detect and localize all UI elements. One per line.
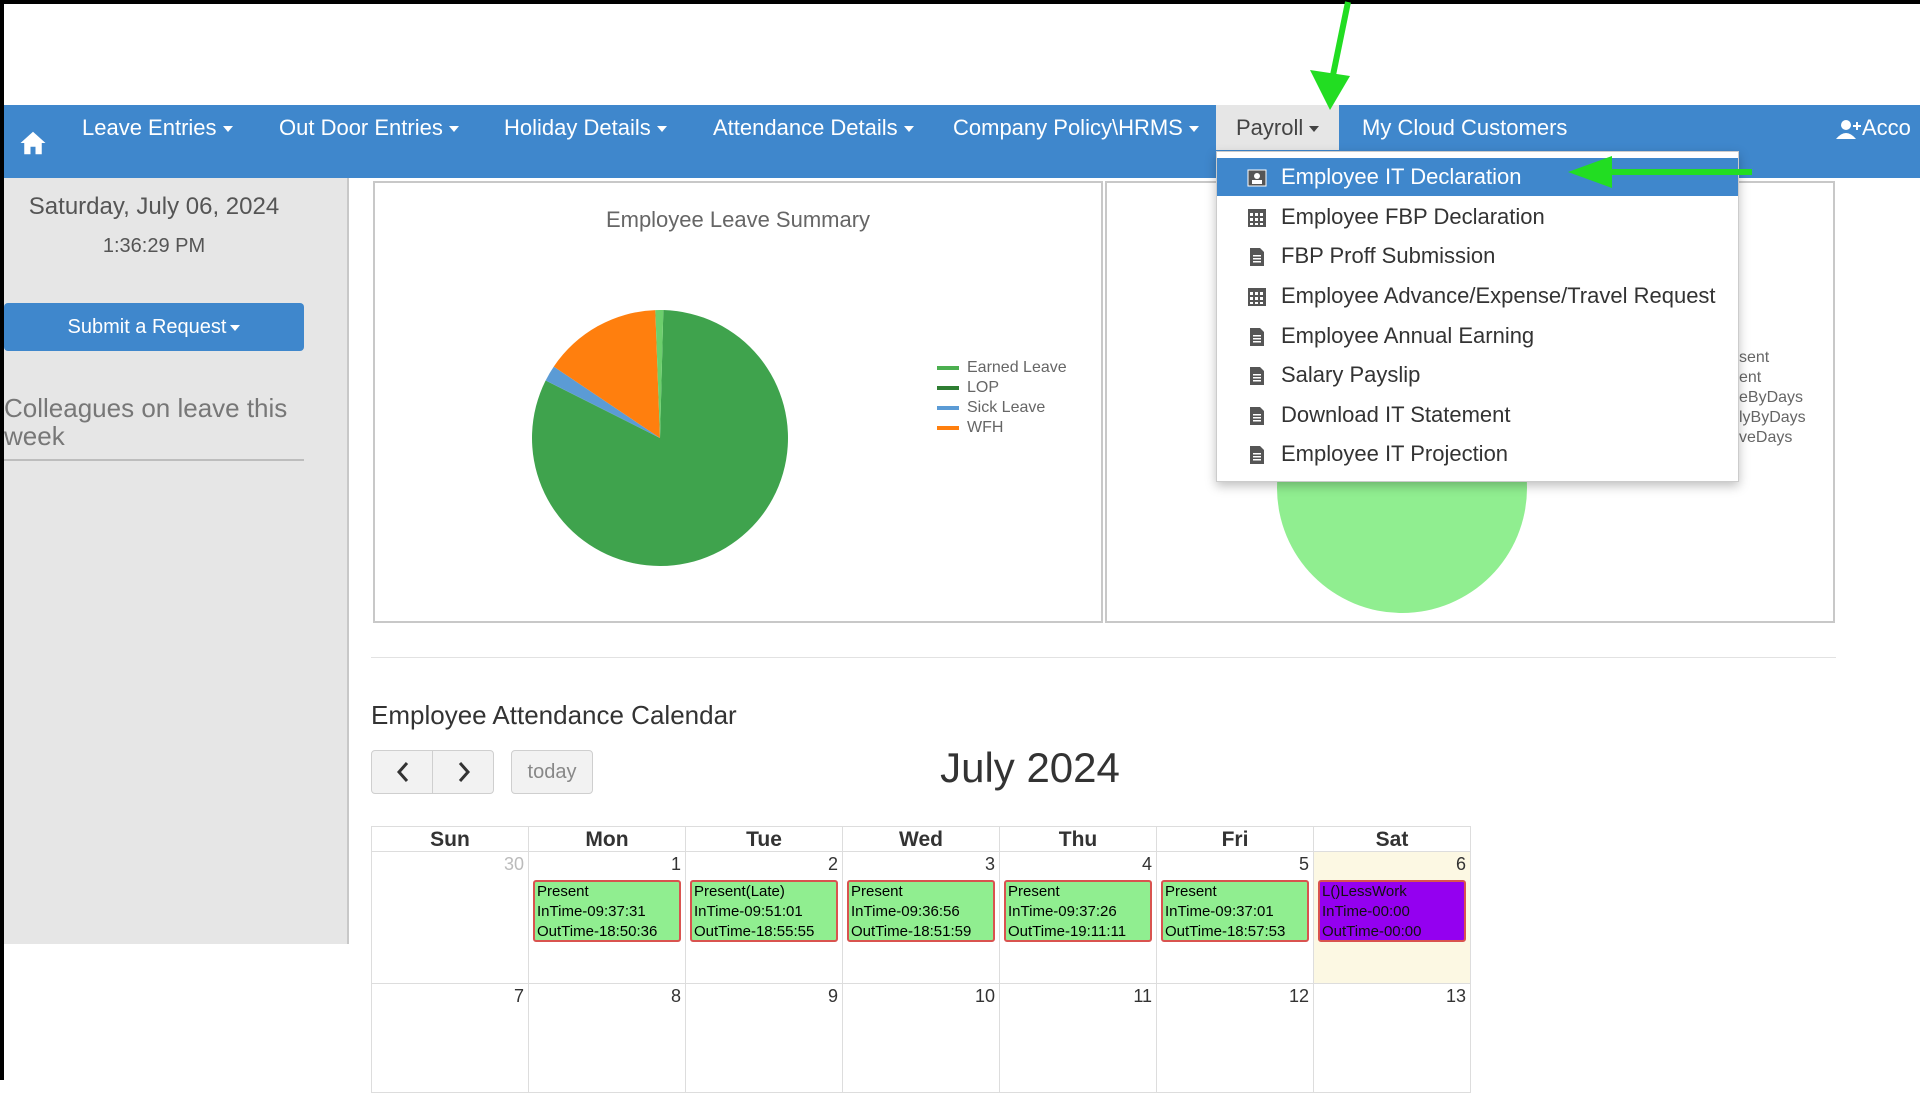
weekday-header: Wed xyxy=(842,826,1000,852)
menu-item-employee-fbp-declaration[interactable]: Employee FBP Declaration xyxy=(1217,198,1738,236)
calendar-day-cell[interactable]: 9 xyxy=(685,983,843,1093)
menu-item-employee-annual-earning[interactable]: Employee Annual Earning xyxy=(1217,317,1738,355)
left-sidebar: Saturday, July 06, 2024 1:36:29 PM Submi… xyxy=(4,178,349,944)
calendar-day-cell[interactable]: 5 Present InTime-09:37:01 OutTime-18:57:53 xyxy=(1156,851,1314,984)
calendar-today-button[interactable]: today xyxy=(511,750,593,794)
calendar-day-cell[interactable]: 13 xyxy=(1313,983,1471,1093)
attendance-event[interactable]: Present(Late) InTime-09:51:01 OutTime-18:5… xyxy=(690,880,838,942)
pie-slice-wfh xyxy=(553,310,660,438)
menu-item-employee-advance-expense-travel-request[interactable]: Employee Advance/Expense/Travel Request xyxy=(1217,277,1738,315)
chart-legend: Earned Leave LOP Sick Leave WFH xyxy=(937,358,1067,438)
pie-slice-lop xyxy=(532,310,788,566)
nav-account[interactable]: Acco xyxy=(1836,105,1911,150)
top-border xyxy=(0,0,1920,4)
calendar-next-button[interactable] xyxy=(432,750,494,794)
home-icon[interactable] xyxy=(18,129,48,157)
nav-attendance-details[interactable]: Attendance Details xyxy=(713,105,914,150)
colleagues-on-leave-heading: Colleagues on leave this week xyxy=(4,393,288,451)
calendar-day-cell[interactable]: 11 xyxy=(999,983,1157,1093)
chevron-down-icon xyxy=(656,126,667,133)
document-icon xyxy=(1250,446,1264,464)
calendar-day-cell-today[interactable]: 6 L()LessWork InTime-00:00 OutTime-00:00 xyxy=(1313,851,1471,984)
calendar-day-cell[interactable]: 12 xyxy=(1156,983,1314,1093)
leave-summary-panel: Employee Leave Summary Earned Leave LOP … xyxy=(373,181,1103,623)
chevron-down-icon xyxy=(1309,126,1320,133)
chevron-down-icon xyxy=(230,324,241,331)
document-icon xyxy=(1250,328,1264,346)
attendance-event[interactable]: Present InTime-09:37:31 OutTime-18:50:36 xyxy=(533,880,681,942)
chart-title: Employee Leave Summary xyxy=(605,207,871,232)
user-id-icon xyxy=(1247,169,1267,187)
legend-item-earned-leave: Earned Leave xyxy=(937,358,1067,378)
chevron-down-icon xyxy=(903,126,914,133)
calendar-grid-icon xyxy=(1248,209,1266,227)
menu-item-download-it-statement[interactable]: Download IT Statement xyxy=(1217,396,1738,434)
weekday-header: Sat xyxy=(1313,826,1471,852)
add-user-icon xyxy=(1836,120,1861,140)
nav-out-door-entries[interactable]: Out Door Entries xyxy=(279,105,459,150)
calendar-day-cell[interactable]: 4 Present InTime-09:37:26 OutTime-19:11:11 xyxy=(999,851,1157,984)
divider xyxy=(4,459,304,461)
leave-pie-chart xyxy=(532,310,788,566)
chevron-left-icon xyxy=(396,762,409,782)
calendar-day-cell[interactable]: 1 Present InTime-09:37:31 OutTime-18:50:36 xyxy=(528,851,686,984)
nav-company-policy[interactable]: Company Policy\HRMS xyxy=(953,105,1199,150)
legend-item-wfh: WFH xyxy=(937,418,1067,438)
calendar-day-cell[interactable]: 7 xyxy=(371,983,529,1093)
document-icon xyxy=(1250,367,1264,385)
nav-payroll[interactable]: Payroll xyxy=(1216,105,1340,150)
chevron-down-icon xyxy=(222,126,233,133)
calendar-month-title: July 2024 xyxy=(940,744,1120,791)
weekday-header: Sun xyxy=(371,826,529,852)
section-divider xyxy=(371,657,1836,658)
weekday-header: Mon xyxy=(528,826,686,852)
legend-item-lop: LOP xyxy=(937,378,1067,398)
calendar-day-cell[interactable]: 8 xyxy=(528,983,686,1093)
attendance-event[interactable]: Present InTime-09:37:01 OutTime-18:57:53 xyxy=(1161,880,1309,942)
calendar-heading: Employee Attendance Calendar xyxy=(371,700,737,730)
chevron-right-icon xyxy=(458,762,471,782)
annotation-arrow-down xyxy=(1310,1,1351,110)
calendar-day-cell[interactable]: 30 xyxy=(371,851,529,984)
attendance-event[interactable]: Present InTime-09:36:56 OutTime-18:51:59 xyxy=(847,880,995,942)
attendance-event[interactable]: Present InTime-09:37:26 OutTime-19:11:11 xyxy=(1004,880,1152,942)
submit-request-button[interactable]: Submit a Request xyxy=(4,303,304,351)
calendar-prev-button[interactable] xyxy=(371,750,433,794)
pie-slice-sick-leave xyxy=(545,366,660,438)
calendar-grid-icon xyxy=(1248,288,1266,306)
calendar-day-cell[interactable]: 2 Present(Late) InTime-09:51:01 OutTime-18… xyxy=(685,851,843,984)
nav-leave-entries[interactable]: Leave Entries xyxy=(82,105,233,150)
payroll-dropdown-menu: Employee IT Declaration Employee FBP Dec… xyxy=(1216,151,1739,482)
menu-item-employee-it-projection[interactable]: Employee IT Projection xyxy=(1217,435,1738,473)
document-icon xyxy=(1250,407,1264,425)
weekday-header: Thu xyxy=(999,826,1157,852)
calendar-grid: Sun Mon Tue Wed Thu Fri Sat 30 1 Present… xyxy=(371,826,1471,1093)
calendar-day-cell[interactable]: 10 xyxy=(842,983,1000,1093)
chevron-down-icon xyxy=(448,126,459,133)
current-time: 1:36:29 PM xyxy=(102,235,206,257)
menu-item-fbp-proff-submission[interactable]: FBP Proff Submission xyxy=(1217,237,1738,275)
weekday-header: Tue xyxy=(685,826,843,852)
calendar-day-cell[interactable]: 3 Present InTime-09:36:56 OutTime-18:51:59 xyxy=(842,851,1000,984)
legend-item-sick-leave: Sick Leave xyxy=(937,398,1067,418)
nav-my-cloud-customers[interactable]: My Cloud Customers xyxy=(1362,115,1568,140)
nav-holiday-details[interactable]: Holiday Details xyxy=(504,105,667,150)
pie-slice-earned-leave xyxy=(655,310,664,438)
attendance-event[interactable]: L()LessWork InTime-00:00 OutTime-00:00 xyxy=(1318,880,1466,942)
menu-item-employee-it-declaration[interactable]: Employee IT Declaration xyxy=(1217,158,1738,196)
document-icon xyxy=(1250,248,1264,266)
weekday-header: Fri xyxy=(1156,826,1314,852)
menu-item-salary-payslip[interactable]: Salary Payslip xyxy=(1217,356,1738,394)
current-date: Saturday, July 06, 2024 xyxy=(28,193,280,220)
left-border xyxy=(0,0,4,1080)
chevron-down-icon xyxy=(1188,126,1199,133)
attendance-legend: sent ent eByDays lyByDays veDays xyxy=(1739,349,1806,446)
